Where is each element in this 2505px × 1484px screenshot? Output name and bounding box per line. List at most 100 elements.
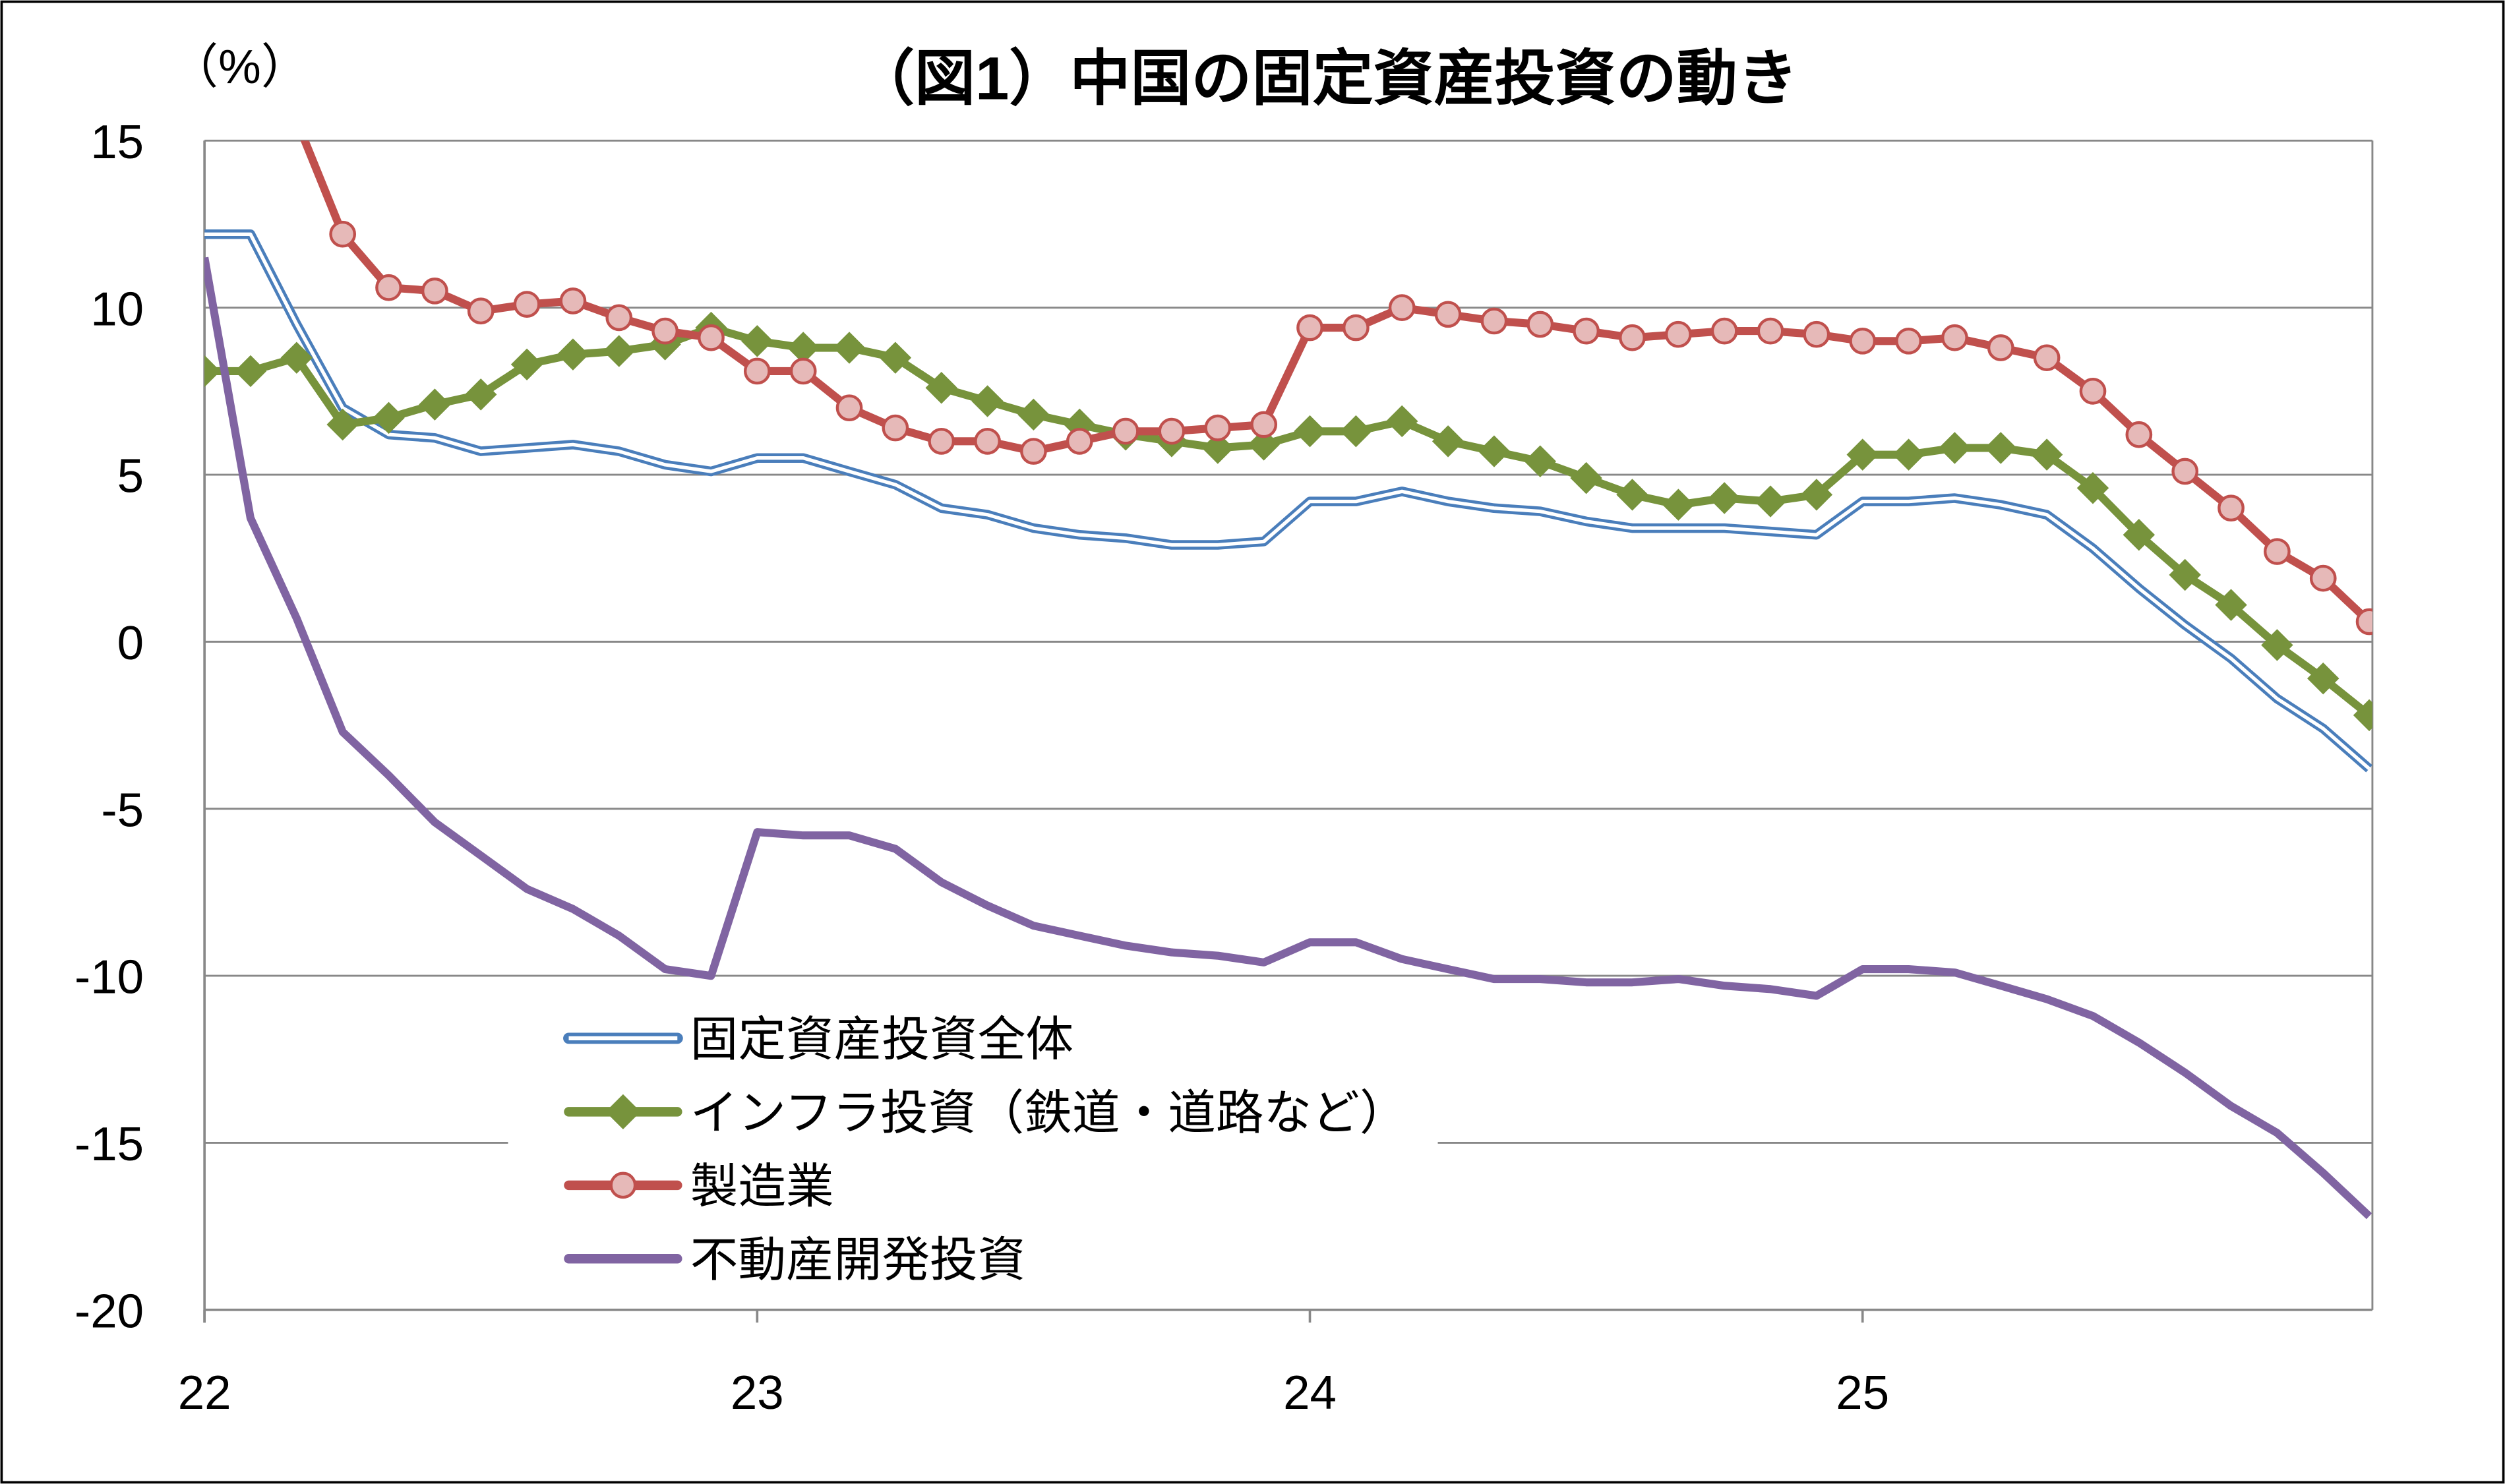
data-point xyxy=(1526,311,1554,338)
legend-item: 固定資産投資全体 xyxy=(563,1013,1073,1067)
data-point xyxy=(1480,307,1508,335)
data-point xyxy=(1573,317,1600,345)
legend-item: インフラ投資（鉄道・道路など） xyxy=(564,1086,1408,1140)
data-point xyxy=(280,341,313,374)
data-point xyxy=(1434,301,1462,328)
data-point xyxy=(2261,629,2293,661)
data-point xyxy=(1570,461,1602,494)
legend-label: 製造業 xyxy=(690,1160,834,1213)
y-tick-label: 15 xyxy=(90,115,144,169)
data-point xyxy=(464,378,497,411)
axes: 15 10 5 0 -5 -10 -15 -20 22 23 24 25 xyxy=(75,115,2372,1419)
data-point xyxy=(1895,327,1922,355)
legend-label: 固定資産投資全体 xyxy=(690,1013,1073,1067)
y-tick-label: -15 xyxy=(75,1117,144,1171)
data-point xyxy=(467,297,495,325)
data-point xyxy=(2355,608,2372,636)
data-point xyxy=(1939,432,1971,464)
data-point xyxy=(559,287,587,314)
data-point xyxy=(879,341,912,374)
x-tick-label: 22 xyxy=(178,1366,231,1419)
series-line xyxy=(204,256,2372,1220)
data-point xyxy=(743,357,771,385)
data-point xyxy=(1066,427,1093,455)
data-point xyxy=(928,427,955,455)
legend-item: 製造業 xyxy=(564,1160,834,1213)
y-tick-label: -5 xyxy=(101,783,144,837)
data-point xyxy=(419,388,451,421)
data-point xyxy=(2123,519,2156,551)
series-2 xyxy=(300,140,2372,636)
data-point xyxy=(2264,538,2291,565)
data-point xyxy=(1158,417,1186,445)
data-point xyxy=(513,291,541,318)
legend-marker xyxy=(605,1094,641,1130)
chart-title: （図1）中国の固定資産投資の動き xyxy=(854,44,1798,112)
data-point xyxy=(698,324,725,351)
data-point xyxy=(1616,479,1648,511)
data-point xyxy=(375,274,402,301)
y-tick-label: 5 xyxy=(117,450,144,503)
series-group xyxy=(204,140,2372,1220)
y-axis-unit-label: （%） xyxy=(170,40,309,94)
data-point xyxy=(603,335,636,367)
legend-background xyxy=(508,996,1438,1285)
data-point xyxy=(1985,432,2017,464)
data-point xyxy=(789,357,817,385)
data-point xyxy=(1020,438,1047,465)
data-point xyxy=(1803,320,1830,348)
data-point xyxy=(835,394,863,422)
data-point xyxy=(787,332,820,364)
data-point xyxy=(1343,314,1370,341)
data-point xyxy=(1710,317,1738,345)
data-point xyxy=(1388,294,1416,322)
data-point xyxy=(2169,558,2201,591)
data-point xyxy=(1248,429,1280,461)
data-point xyxy=(882,414,909,442)
data-point xyxy=(421,277,448,305)
data-point xyxy=(204,355,221,388)
data-point xyxy=(1296,314,1323,341)
data-point xyxy=(1941,324,1968,351)
data-point xyxy=(2171,458,2199,485)
series-3 xyxy=(204,256,2372,1220)
y-tick-label: -20 xyxy=(75,1284,144,1338)
data-point xyxy=(605,304,633,332)
series-line-inner xyxy=(204,232,2370,770)
data-point xyxy=(1201,432,1234,464)
data-point xyxy=(1250,411,1278,438)
legend-label: 不動産開発投資 xyxy=(690,1233,1026,1287)
data-point xyxy=(833,332,866,364)
data-point xyxy=(1204,414,1232,442)
legend-label: インフラ投資（鉄道・道路など） xyxy=(690,1086,1408,1140)
x-tick-label: 23 xyxy=(731,1366,784,1419)
data-point xyxy=(1386,405,1418,438)
y-tick-label: -10 xyxy=(75,951,144,1004)
data-point xyxy=(1664,320,1692,348)
data-point xyxy=(2079,377,2107,405)
data-point xyxy=(1849,327,1877,355)
y-tick-label: 0 xyxy=(117,616,144,670)
series-0 xyxy=(204,229,2372,773)
data-point xyxy=(1112,417,1139,445)
legend-marker xyxy=(609,1172,637,1199)
data-point xyxy=(2309,564,2337,592)
data-point xyxy=(1754,485,1787,518)
data-point xyxy=(510,348,543,381)
legend-item: 不動産開発投資 xyxy=(564,1233,1026,1287)
data-point xyxy=(2076,472,2109,504)
data-point xyxy=(1619,324,1646,351)
x-tick-label: 25 xyxy=(1836,1366,1889,1419)
data-point xyxy=(651,317,679,345)
data-point xyxy=(1987,334,2014,361)
data-point xyxy=(329,220,357,248)
data-point xyxy=(1800,479,1833,511)
data-point xyxy=(2218,494,2245,522)
data-point xyxy=(1892,438,1925,471)
data-point xyxy=(1478,435,1511,467)
data-point xyxy=(1708,482,1741,514)
data-point xyxy=(2033,344,2061,372)
y-tick-label: 10 xyxy=(90,282,144,336)
